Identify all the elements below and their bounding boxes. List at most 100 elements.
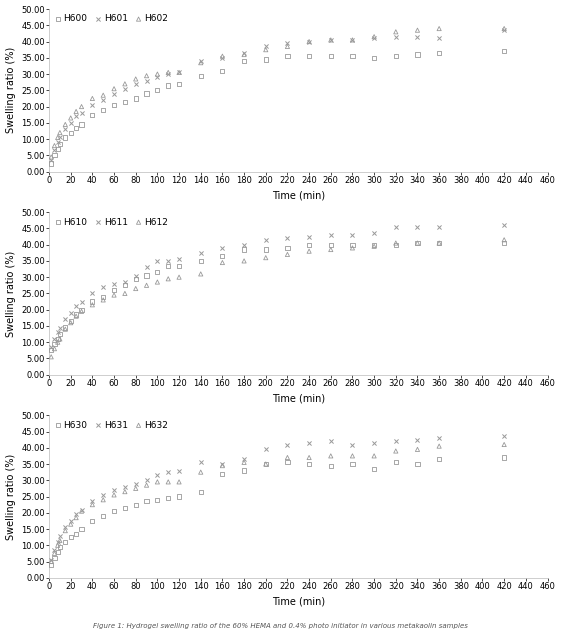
H632: [261, 459, 270, 469]
H611: [153, 256, 162, 266]
H601: [131, 79, 140, 89]
H632: [196, 467, 205, 477]
H602: [500, 23, 509, 33]
H631: [435, 433, 444, 443]
X-axis label: Time (min): Time (min): [272, 393, 325, 403]
H612: [131, 283, 140, 293]
H611: [240, 240, 249, 250]
H612: [121, 288, 130, 298]
H602: [72, 107, 81, 117]
H632: [53, 540, 62, 550]
H630: [47, 560, 56, 570]
H602: [153, 69, 162, 79]
H631: [56, 531, 65, 541]
H602: [370, 32, 379, 42]
H611: [283, 233, 292, 243]
H611: [174, 254, 183, 264]
H630: [174, 492, 183, 502]
H601: [121, 84, 130, 94]
H601: [500, 25, 509, 35]
H612: [72, 311, 81, 321]
Text: Figure 1: Hydrogel swelling ratio of the 60% HEMA and 0.4% photo initiator in va: Figure 1: Hydrogel swelling ratio of the…: [93, 623, 468, 629]
H631: [153, 470, 162, 480]
H612: [88, 300, 97, 310]
H610: [218, 251, 227, 261]
H602: [261, 45, 270, 55]
H600: [283, 51, 292, 61]
H602: [61, 119, 70, 129]
H611: [348, 230, 357, 240]
H631: [174, 466, 183, 476]
H612: [348, 243, 357, 253]
H610: [53, 334, 62, 344]
H631: [348, 439, 357, 449]
H601: [218, 53, 227, 63]
Legend: H610, H611, H612: H610, H611, H612: [53, 216, 169, 227]
H632: [61, 526, 70, 536]
H600: [261, 54, 270, 64]
H602: [47, 152, 56, 162]
H612: [218, 257, 227, 268]
H601: [61, 124, 70, 134]
H612: [261, 252, 270, 262]
H631: [131, 478, 140, 488]
Y-axis label: Swelling ratio (%): Swelling ratio (%): [6, 251, 16, 336]
H600: [142, 88, 151, 98]
H631: [413, 435, 422, 445]
H611: [196, 248, 205, 258]
H632: [164, 477, 173, 487]
H611: [121, 277, 130, 287]
H612: [392, 238, 401, 248]
H600: [413, 49, 422, 59]
H632: [370, 451, 379, 461]
H600: [72, 122, 81, 133]
H610: [99, 292, 108, 302]
H600: [305, 51, 314, 61]
H600: [240, 56, 249, 66]
Y-axis label: Swelling ratio (%): Swelling ratio (%): [6, 454, 16, 540]
H630: [56, 542, 65, 552]
H602: [131, 74, 140, 84]
H602: [327, 35, 335, 45]
H602: [121, 79, 130, 89]
H612: [327, 244, 335, 254]
H612: [164, 274, 173, 284]
H611: [413, 221, 422, 232]
H612: [500, 235, 509, 245]
H630: [50, 553, 59, 563]
H611: [392, 221, 401, 232]
H611: [47, 342, 56, 352]
H601: [392, 32, 401, 42]
H632: [283, 452, 292, 463]
H632: [327, 451, 335, 461]
H631: [218, 459, 227, 469]
H602: [392, 27, 401, 37]
H612: [53, 337, 62, 347]
H632: [66, 519, 75, 529]
H632: [413, 444, 422, 454]
H601: [88, 100, 97, 110]
H611: [218, 243, 227, 253]
H631: [283, 439, 292, 449]
H632: [121, 487, 130, 497]
Y-axis label: Swelling ratio (%): Swelling ratio (%): [6, 47, 16, 133]
H602: [164, 68, 173, 78]
H631: [500, 432, 509, 442]
H610: [348, 240, 357, 250]
H632: [99, 495, 108, 505]
H630: [435, 454, 444, 464]
H632: [348, 451, 357, 461]
H630: [500, 452, 509, 463]
H631: [121, 481, 130, 492]
H600: [99, 105, 108, 115]
H611: [370, 228, 379, 239]
H632: [153, 477, 162, 487]
H600: [131, 93, 140, 103]
H612: [305, 246, 314, 256]
H631: [392, 436, 401, 446]
H601: [283, 38, 292, 48]
H601: [153, 73, 162, 83]
H601: [370, 33, 379, 44]
H601: [53, 138, 62, 148]
H611: [77, 297, 86, 307]
